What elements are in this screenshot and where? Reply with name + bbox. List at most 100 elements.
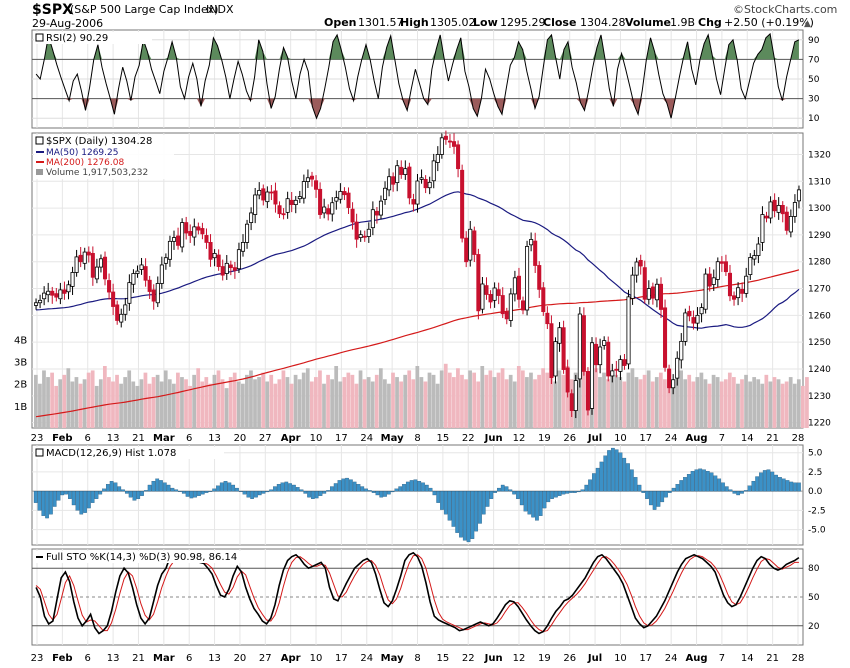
macd-hist-bar xyxy=(261,491,266,494)
macd-hist-bar xyxy=(71,491,76,506)
macd-hist-bar xyxy=(546,491,551,503)
macd-hist-bar xyxy=(523,491,528,512)
volume-bar xyxy=(415,366,420,428)
volume-bar xyxy=(326,374,330,428)
chart-header: $SPX (S&P 500 Large Cap Index) INDX 29-A… xyxy=(32,2,837,30)
macd-hist-bar xyxy=(664,491,668,498)
macd-hist-bar xyxy=(75,491,80,511)
volume-bar xyxy=(512,381,517,428)
macd-hist-bar xyxy=(151,481,156,492)
candle-body xyxy=(464,237,469,263)
macd-y-tick: 0.0 xyxy=(808,487,823,497)
candle-body xyxy=(184,222,189,234)
macd-hist-bar xyxy=(679,480,684,492)
macd-hist-bar xyxy=(614,449,619,492)
x-tick-label: Feb xyxy=(52,433,72,444)
candle-body xyxy=(66,284,71,293)
volume-bar xyxy=(399,381,403,428)
volume-bar xyxy=(723,379,728,428)
volume-bar xyxy=(232,372,237,428)
candle-body xyxy=(525,246,530,311)
candle-body xyxy=(460,169,465,239)
candle-body xyxy=(480,283,485,310)
volume-bar xyxy=(533,379,537,428)
volume-bar xyxy=(86,372,91,428)
ma200-line xyxy=(35,269,800,418)
volume-bar xyxy=(561,374,566,428)
quote-line: Open 1301.57 High 1305.02 Low 1295.29 Cl… xyxy=(324,16,814,29)
candle-body xyxy=(492,287,497,301)
macd-hist-bar xyxy=(421,482,425,492)
volume-bar xyxy=(707,383,712,428)
macd-hist-bar xyxy=(128,491,133,498)
macd-hist-bar xyxy=(554,491,558,498)
candle-body xyxy=(167,240,172,260)
candle-body xyxy=(500,295,505,315)
x-tick-label: 14 xyxy=(741,653,754,664)
macd-hist-bar xyxy=(178,491,182,492)
macd-hist-bar xyxy=(288,483,292,492)
x-tick-label: Jun xyxy=(484,653,503,664)
candle-body xyxy=(642,267,647,300)
volume-bar xyxy=(383,379,387,428)
macd-hist-bar xyxy=(181,491,186,494)
volume-bar xyxy=(646,370,651,428)
macd-hist-bar xyxy=(497,487,501,492)
macd-hist-bar xyxy=(504,486,509,492)
volume-bar xyxy=(253,379,257,428)
volume-bar xyxy=(768,381,773,428)
volume-bar xyxy=(277,379,282,428)
candle-body xyxy=(427,181,432,189)
volume-bar xyxy=(273,383,278,428)
candle-body xyxy=(618,359,623,372)
volume-bar xyxy=(147,383,152,428)
macd-y-tick: -5.0 xyxy=(808,526,826,536)
volume-bar xyxy=(378,368,383,428)
macd-hist-bar xyxy=(732,491,737,494)
macd-hist-bar xyxy=(683,477,687,492)
volume-bar xyxy=(34,374,38,428)
macd-hist-bar xyxy=(516,491,520,499)
volume-bar xyxy=(642,374,647,428)
macd-hist-bar xyxy=(443,491,448,515)
candle-body xyxy=(520,300,526,311)
candle-body xyxy=(456,144,461,170)
volume-bar xyxy=(614,374,619,428)
macd-hist-bar xyxy=(98,491,103,495)
macd-hist-bar xyxy=(424,484,429,492)
macd-hist-bar xyxy=(398,486,403,492)
candle-body xyxy=(435,154,440,163)
sto-y-tick: 80 xyxy=(808,564,820,574)
volume-bar xyxy=(374,374,379,428)
candle-body xyxy=(224,262,229,274)
macd-hist-bar xyxy=(432,491,437,496)
candle-body xyxy=(155,283,160,304)
volume-bar xyxy=(163,370,168,428)
candle-body xyxy=(723,261,728,273)
candle-body xyxy=(330,202,335,215)
candle-body xyxy=(403,168,408,175)
candle-body xyxy=(378,200,383,216)
candle-body xyxy=(192,226,197,238)
volume-bar xyxy=(756,379,761,428)
candle-body xyxy=(293,199,298,206)
candle-body xyxy=(38,299,43,304)
macd-hist-bar xyxy=(675,484,680,492)
volume-bar xyxy=(634,377,639,428)
candle-body xyxy=(350,208,355,223)
candle-body xyxy=(98,258,103,268)
volume-bar xyxy=(541,368,546,428)
x-tick-label: May xyxy=(381,433,404,444)
macd-hist-bar xyxy=(383,491,387,497)
volume-bar xyxy=(772,377,777,428)
macd-hist-bar xyxy=(307,491,311,498)
symbol-title: $SPX xyxy=(32,2,73,18)
candle-body xyxy=(557,327,562,344)
x-tick-label: 13 xyxy=(208,433,221,444)
candle-body xyxy=(744,275,749,294)
candle-body xyxy=(443,135,448,140)
candle-body xyxy=(577,313,582,380)
macd-hist-bar xyxy=(250,491,254,499)
sto-y-tick: 50 xyxy=(808,593,820,603)
